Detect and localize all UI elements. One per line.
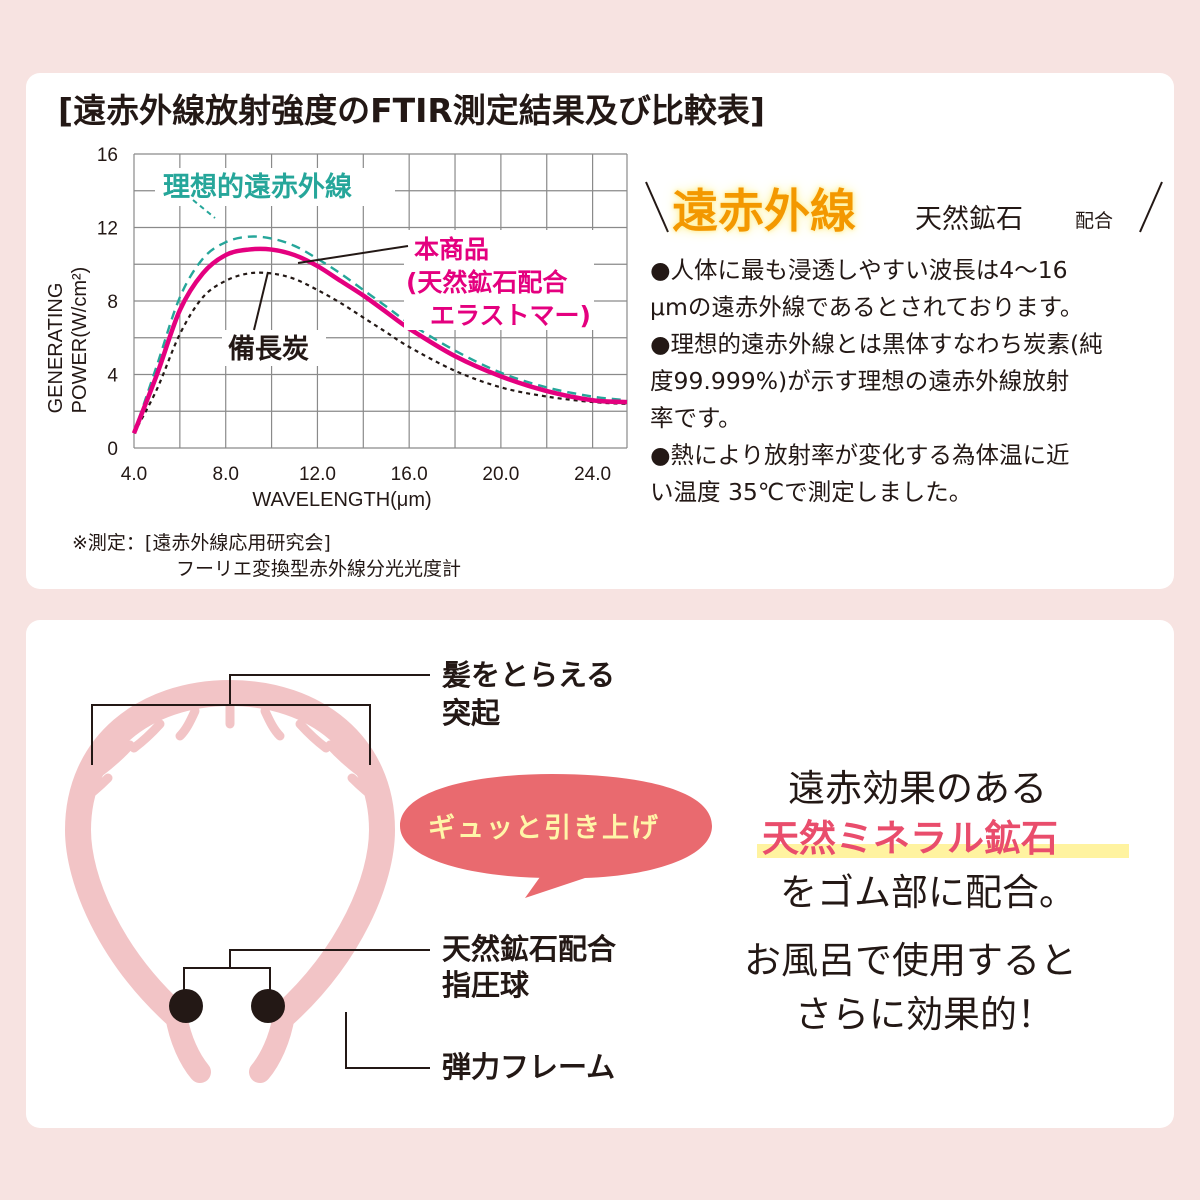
charcoal-label-bg: [222, 330, 326, 366]
copy-line-1: 遠赤効果のある: [788, 767, 1047, 810]
y-tick-label: 12: [97, 219, 118, 240]
explanation-line: い温度 35℃で測定しました。: [650, 478, 973, 506]
x-tick-label: 24.0: [574, 464, 611, 485]
charcoal-label: 備長炭: [228, 333, 309, 365]
protrusion: [260, 706, 285, 741]
x-axis-title: WAVELENGTH(μm): [252, 489, 431, 511]
product-label-line3: エラストマー): [430, 301, 591, 330]
ball-bracket: [183, 967, 271, 990]
frame-leader: [345, 1012, 430, 1069]
acupressure-ball-left: [169, 989, 203, 1023]
chart-ticks: 4.0 8.0 12.0 16.0 20.0 24.0 0 4 8 12 16: [97, 145, 611, 485]
protrusion: [347, 773, 383, 805]
x-tick-label: 16.0: [391, 464, 428, 485]
protrusion: [95, 740, 135, 777]
x-tick-label: 8.0: [213, 464, 239, 485]
bubble-text: ギュッと引き上げ: [428, 813, 660, 844]
explanation-line: 度99.999%)が示す理想の遠赤外線放射: [650, 367, 1070, 395]
protrusion: [175, 706, 200, 741]
ideal-series-label: 理想的遠赤外線: [163, 171, 352, 203]
ideal-leader-line: [192, 199, 216, 219]
figure-title: [遠赤外線放射強度のFTIR測定結果及び比較表]: [58, 91, 765, 130]
ball-label-1: 天然鉱石配合: [442, 932, 617, 966]
protrusion: [295, 719, 331, 753]
ideal-label-bg: [155, 168, 395, 206]
x-tick-label: 20.0: [482, 464, 519, 485]
speech-bubble: [400, 774, 712, 898]
chart-series-layer: [131, 235, 628, 435]
copy-line-4: お風呂で使用すると: [744, 939, 1077, 982]
copy-line-5: さらに効果的！: [795, 993, 1054, 1036]
measurement-note-1: ※測定：[遠赤外線応用研究会]: [72, 532, 331, 554]
y-axis-title-line2: POWER(W/cm²): [69, 267, 91, 414]
frame-end-left: [165, 1004, 211, 1083]
protrusions: [77, 701, 383, 805]
frame-end-right: [249, 1004, 295, 1083]
explanation-line: 率です。: [650, 404, 742, 432]
protrusion: [77, 773, 113, 805]
explanation-line: ●人体に最も浸透しやすい波長は4～16: [650, 256, 1068, 284]
natural-ore-label: 天然鉱石: [915, 204, 1023, 235]
explanation-list: ●人体に最も浸透しやすい波長は4～16 μmの遠赤外線であるとされております。 …: [650, 252, 1170, 511]
protrusion: [325, 740, 365, 777]
series-line-charcoal: [133, 271, 628, 434]
protrusion: [129, 719, 165, 753]
series-line-product: [131, 246, 628, 435]
slash-left: [645, 181, 669, 233]
y-tick-label: 8: [107, 292, 118, 313]
y-axis-title-line1: GENERATING: [45, 283, 67, 414]
product-label-bg: [404, 230, 594, 330]
slash-right: [1139, 181, 1163, 233]
protrusion-label-1: 髪をとらえる: [442, 658, 616, 692]
copy-line-2: 天然ミネラル鉱石: [762, 817, 1058, 860]
ball-leader: [229, 949, 430, 968]
label-leaders: [91, 674, 430, 1069]
highlight-underline: [757, 844, 1129, 858]
product-label-line2: (天然鉱石配合: [406, 268, 568, 297]
heading-slashes: [645, 181, 1163, 233]
product-leader-line: [297, 245, 409, 264]
y-tick-label: 0: [107, 439, 118, 460]
explanation-line: ●熱により放射率が変化する為体温に近: [650, 441, 1070, 469]
acupressure-ball-right: [251, 989, 285, 1023]
blended-label: 配合: [1075, 210, 1114, 232]
frame-label: 弾力フレーム: [442, 1050, 616, 1084]
explanation-line: ●理想的遠赤外線とは黒体すなわち炭素(純: [650, 330, 1103, 358]
x-tick-label: 12.0: [299, 464, 336, 485]
product-label-line1: 本商品: [414, 235, 489, 264]
explanation-line: μmの遠赤外線であるとされております。: [650, 293, 1084, 321]
far-infrared-heading: 遠赤外線: [672, 184, 856, 238]
measurement-note-2: フーリエ変換型赤外線分光光度計: [176, 558, 462, 580]
y-tick-label: 4: [107, 366, 118, 387]
y-tick-label: 16: [97, 145, 118, 166]
protrusion-leader: [229, 674, 430, 705]
chart-card: [26, 73, 1174, 589]
x-tick-label: 4.0: [121, 464, 147, 485]
protrusion-label-2: 突起: [442, 696, 501, 730]
copy-line-3: をゴム部に配合。: [780, 871, 1076, 914]
charcoal-leader-line: [253, 271, 269, 331]
series-line-ideal: [132, 235, 628, 434]
ball-label-2: 指圧球: [442, 968, 530, 1002]
